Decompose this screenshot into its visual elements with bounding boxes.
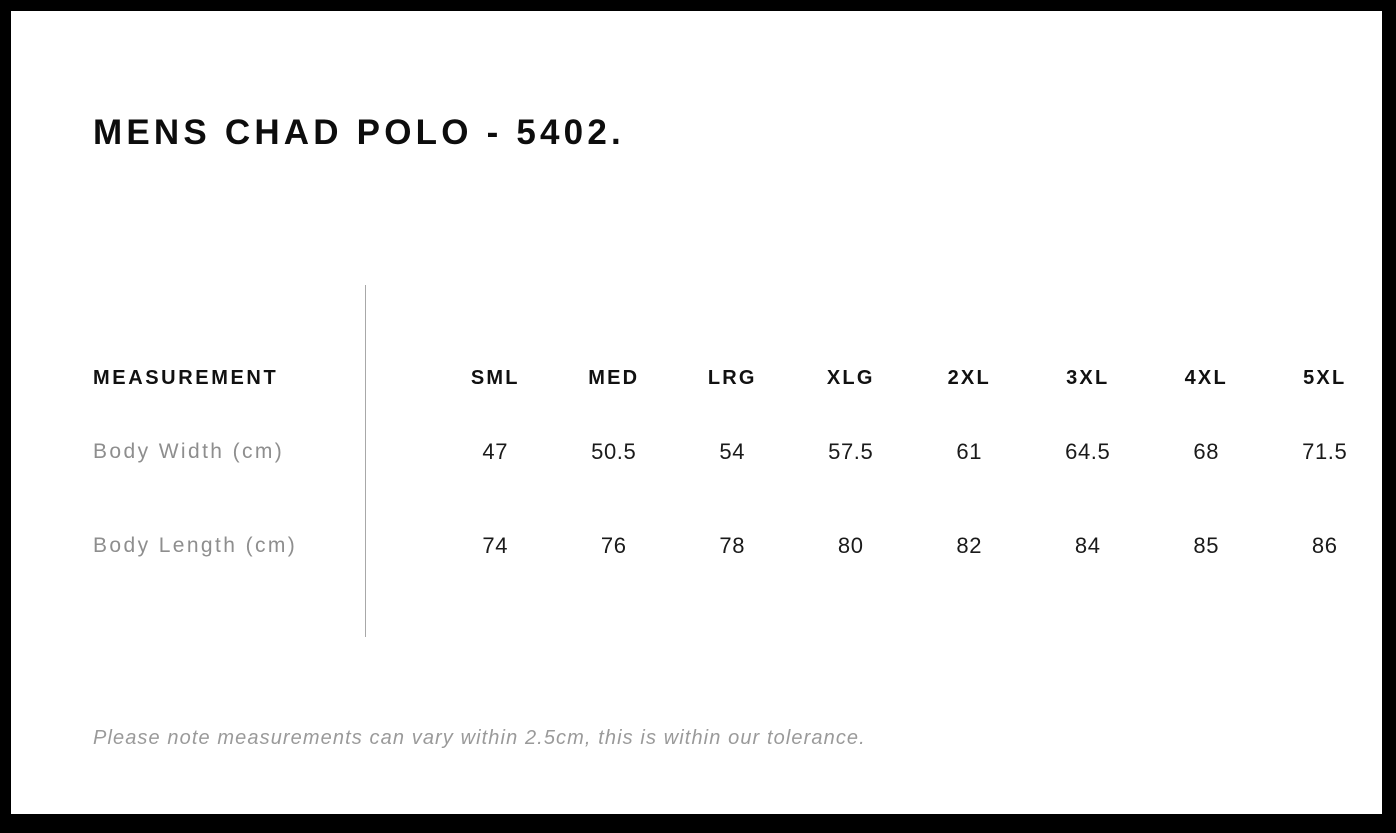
column-header-xlg: XLG — [826, 366, 875, 389]
table-body: Body Width (cm) 47 50.5 54 57.5 61 64.5 … — [11, 405, 1384, 593]
column-header-measurement: MEASUREMENT — [93, 366, 279, 389]
size-chart-sheet: MENS CHAD POLO - 5402. MEASUREMENT SML M… — [11, 11, 1382, 814]
cell-body-width-4xl: 68 — [1193, 439, 1220, 464]
column-header-5xl: 5XL — [1303, 366, 1347, 389]
table-row: Body Length (cm) 74 76 78 80 82 84 85 86 — [11, 499, 1384, 593]
cell-body-length-4xl: 85 — [1193, 533, 1220, 558]
column-header-lrg: LRG — [707, 366, 757, 389]
cell-body-width-lrg: 54 — [719, 439, 746, 464]
cell-body-width-xlg: 57.5 — [828, 439, 874, 464]
size-chart-table: MEASUREMENT SML MED LRG XLG 2XL 3XL 4XL … — [11, 351, 1384, 593]
cell-body-width-3xl: 64.5 — [1065, 439, 1111, 464]
vertical-divider — [365, 285, 366, 637]
cell-body-length-sml: 74 — [482, 533, 509, 558]
column-header-sml: SML — [470, 366, 520, 389]
cell-body-length-xlg: 80 — [837, 533, 864, 558]
table-header: MEASUREMENT SML MED LRG XLG 2XL 3XL 4XL … — [11, 351, 1384, 405]
cell-body-width-sml: 47 — [482, 439, 509, 464]
column-header-med: MED — [588, 366, 640, 389]
cell-body-width-2xl: 61 — [956, 439, 983, 464]
cell-body-width-5xl: 71.5 — [1302, 439, 1348, 464]
cell-body-length-lrg: 78 — [719, 533, 746, 558]
tolerance-footnote: Please note measurements can vary within… — [93, 727, 866, 749]
table-header-row: MEASUREMENT SML MED LRG XLG 2XL 3XL 4XL … — [11, 351, 1384, 405]
page-title: MENS CHAD POLO - 5402. — [93, 113, 625, 152]
column-header-2xl: 2XL — [947, 366, 991, 389]
row-label-body-length: Body Length (cm) — [93, 534, 298, 557]
cell-body-width-med: 50.5 — [591, 439, 637, 464]
column-header-4xl: 4XL — [1184, 366, 1228, 389]
row-label-body-width: Body Width (cm) — [93, 440, 285, 463]
cell-body-length-2xl: 82 — [956, 533, 983, 558]
cell-body-length-3xl: 84 — [1074, 533, 1101, 558]
table-row: Body Width (cm) 47 50.5 54 57.5 61 64.5 … — [11, 405, 1384, 499]
cell-body-length-med: 76 — [600, 533, 627, 558]
cell-body-length-5xl: 86 — [1311, 533, 1338, 558]
column-header-3xl: 3XL — [1066, 366, 1110, 389]
